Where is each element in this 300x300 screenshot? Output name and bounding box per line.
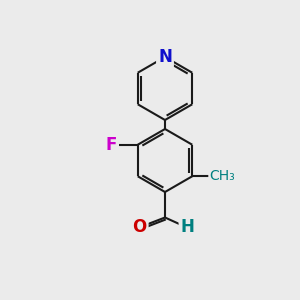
Text: H: H (181, 218, 194, 236)
Text: N: N (158, 48, 172, 66)
Text: F: F (106, 136, 117, 154)
Text: CH₃: CH₃ (209, 169, 235, 183)
Text: O: O (132, 218, 147, 236)
